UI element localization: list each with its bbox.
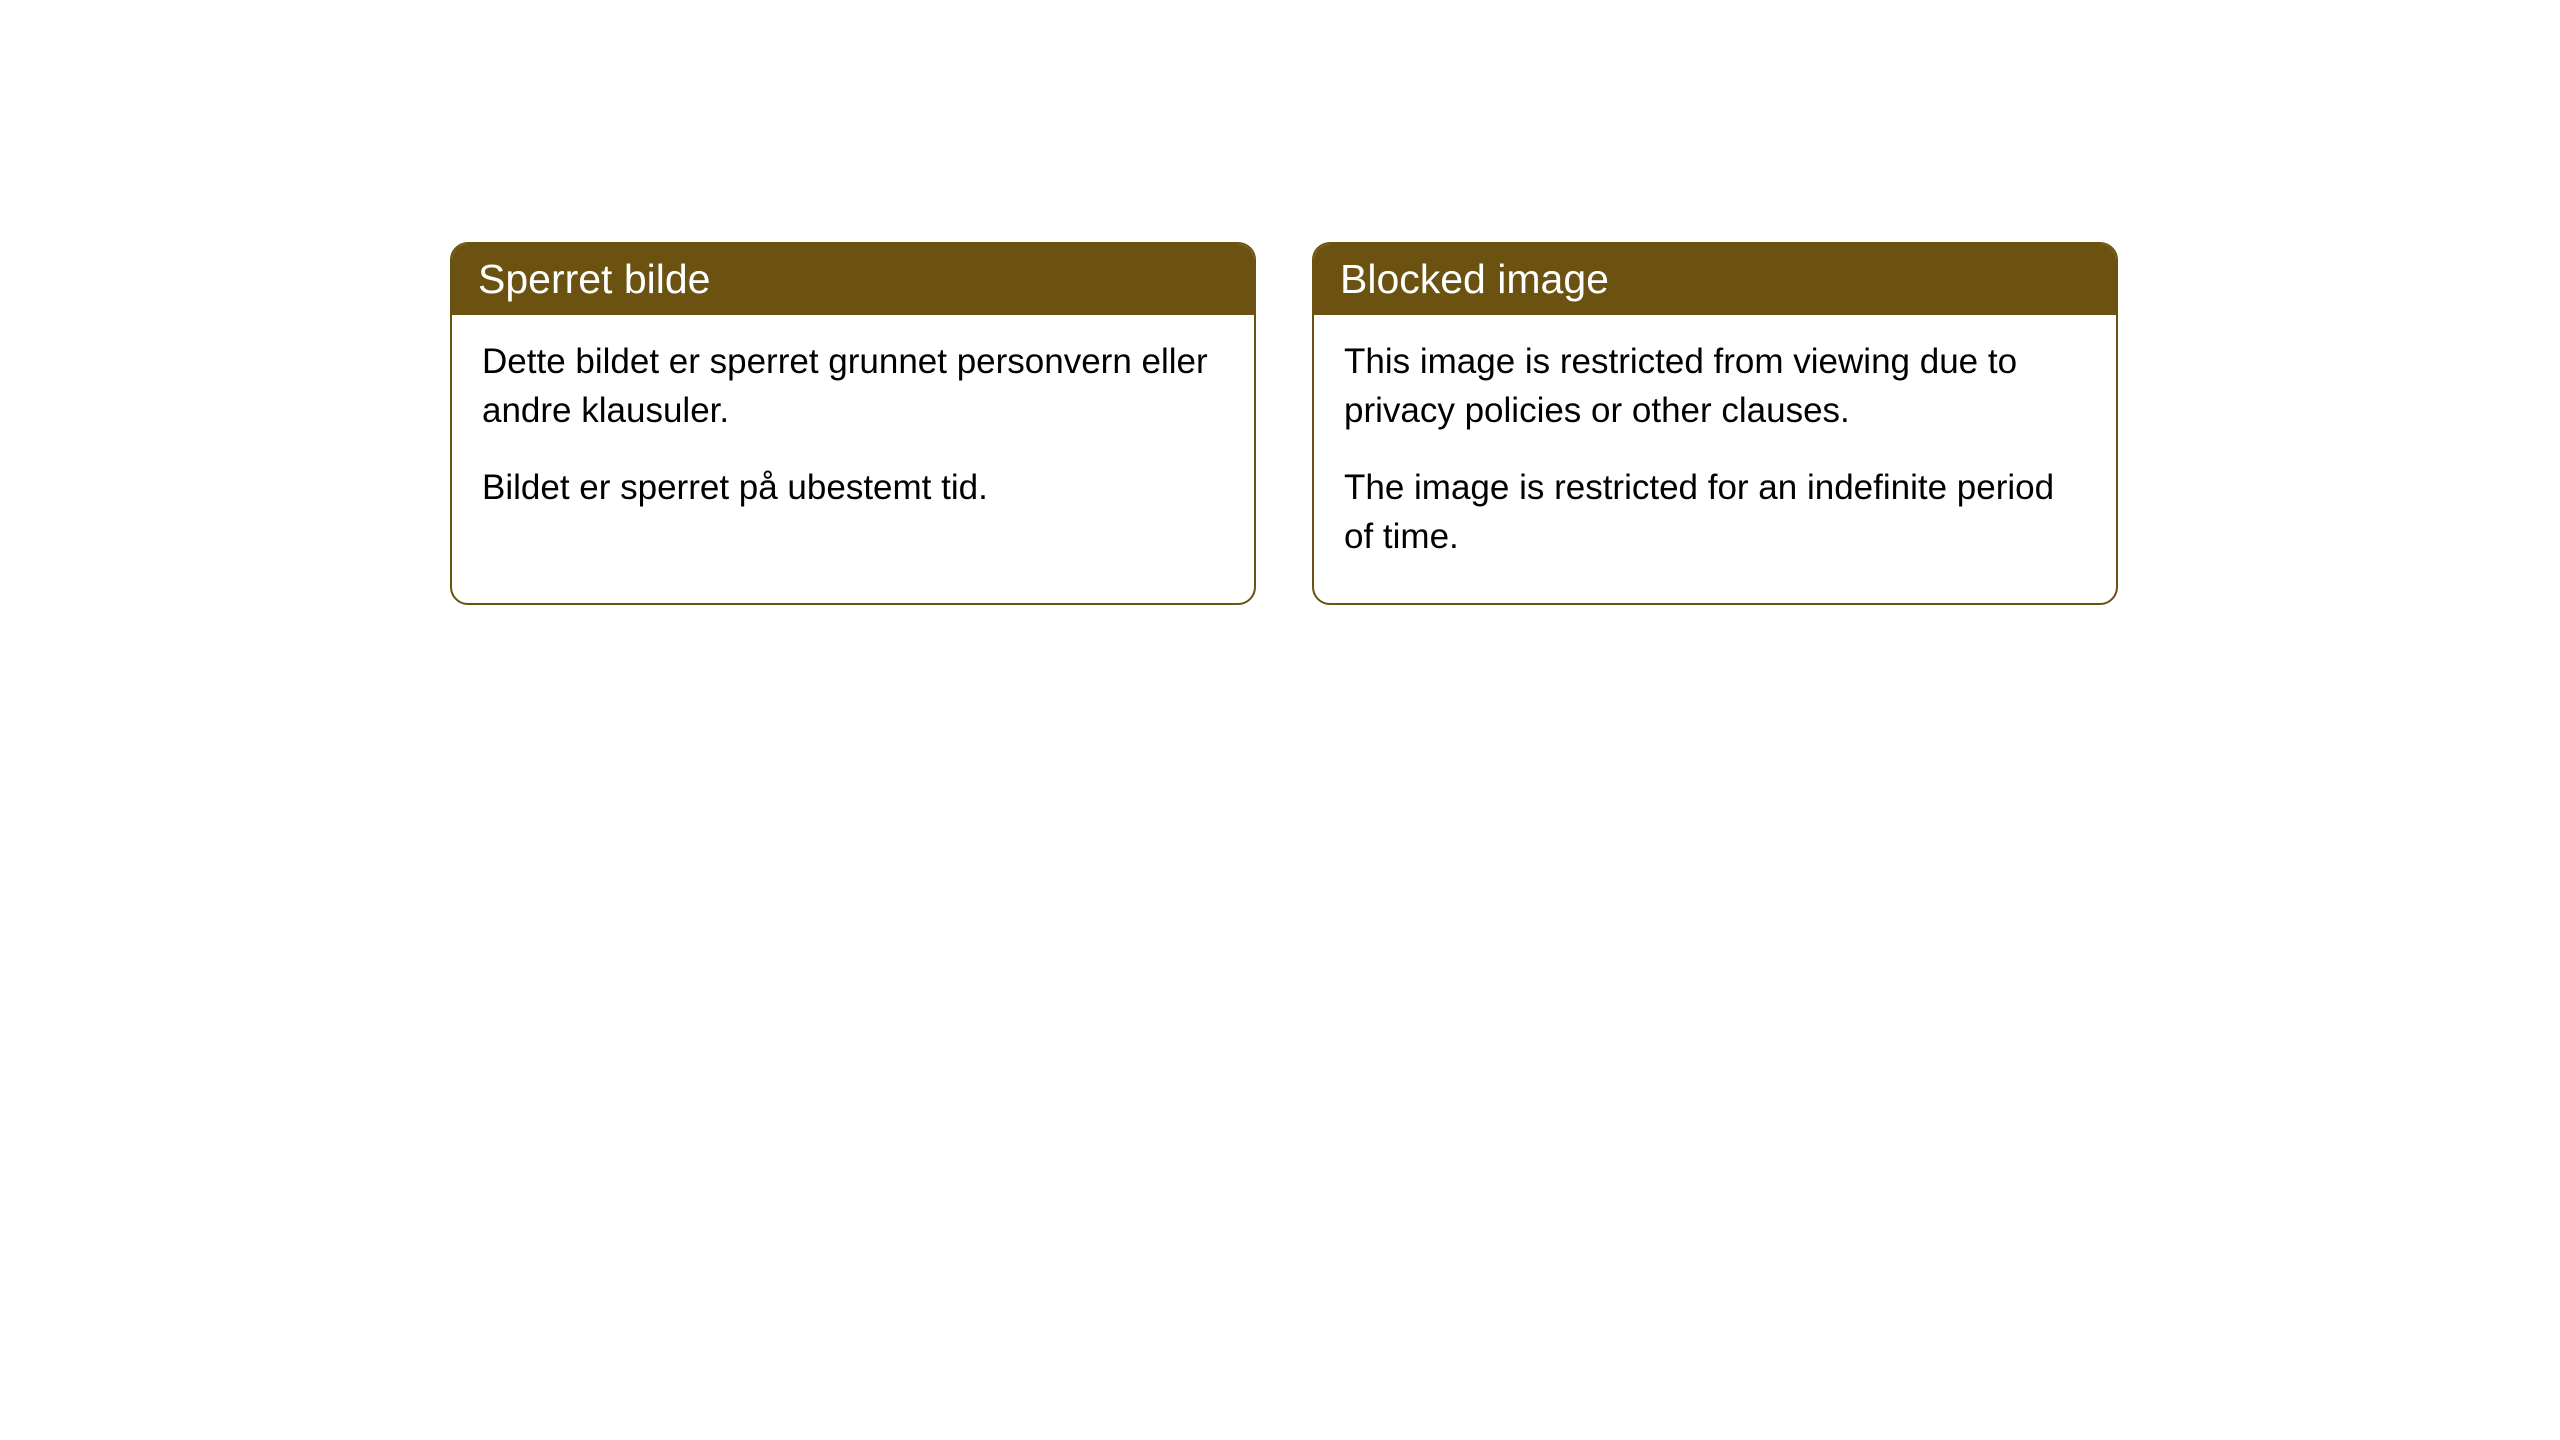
card-header-en: Blocked image: [1314, 244, 2116, 315]
card-header-no: Sperret bilde: [452, 244, 1254, 315]
cards-container: Sperret bilde Dette bildet er sperret gr…: [450, 242, 2118, 605]
blocked-image-card-no: Sperret bilde Dette bildet er sperret gr…: [450, 242, 1256, 605]
card-paragraph-1-en: This image is restricted from viewing du…: [1344, 337, 2086, 435]
card-paragraph-2-no: Bildet er sperret på ubestemt tid.: [482, 463, 1224, 512]
card-title-en: Blocked image: [1340, 256, 1609, 302]
blocked-image-card-en: Blocked image This image is restricted f…: [1312, 242, 2118, 605]
card-body-en: This image is restricted from viewing du…: [1314, 315, 2116, 603]
card-paragraph-2-en: The image is restricted for an indefinit…: [1344, 463, 2086, 561]
card-paragraph-1-no: Dette bildet er sperret grunnet personve…: [482, 337, 1224, 435]
card-title-no: Sperret bilde: [478, 256, 710, 302]
card-body-no: Dette bildet er sperret grunnet personve…: [452, 315, 1254, 554]
